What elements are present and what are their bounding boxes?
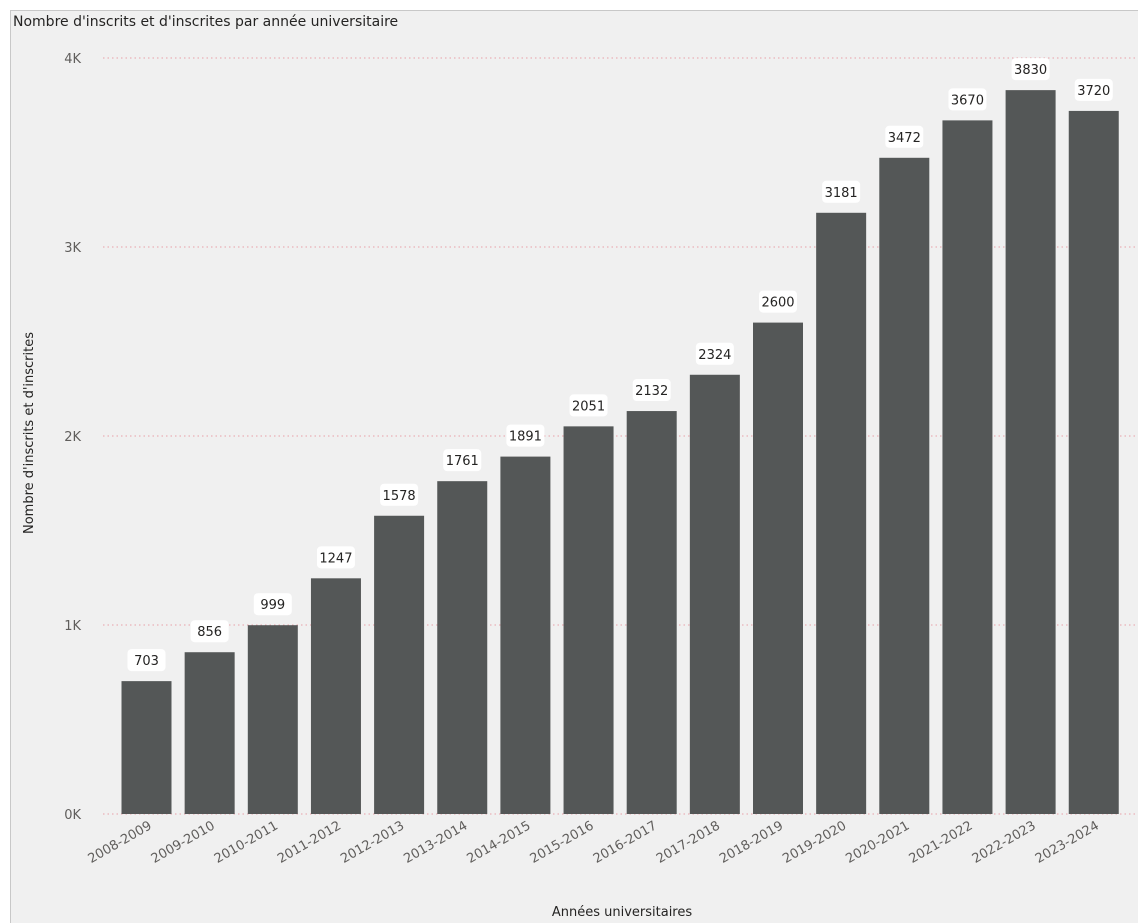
data-label-value: 1761 — [446, 454, 479, 469]
x-axis-ticks: 2008-20092009-20102010-20112011-20122012… — [86, 818, 1102, 866]
bar — [689, 374, 740, 814]
data-label: 3670 — [948, 88, 987, 111]
data-label-background — [569, 394, 608, 417]
x-tick-label: 2015-2016 — [528, 818, 597, 866]
bar — [310, 578, 361, 814]
bar — [437, 481, 488, 814]
x-tick-label: 2009-2010 — [149, 818, 218, 866]
grid-layer — [103, 57, 1138, 815]
data-label-value: 3720 — [1077, 84, 1110, 99]
bar — [816, 212, 867, 814]
bar — [879, 157, 930, 815]
data-label: 3472 — [885, 125, 924, 148]
chart-title: Nombre d'inscrits et d'inscrites par ann… — [13, 14, 399, 30]
data-label: 3830 — [1011, 58, 1050, 81]
x-tick-label: 2011-2012 — [275, 818, 344, 866]
x-tick-label: 2008-2009 — [86, 818, 155, 866]
data-label: 999 — [253, 593, 292, 616]
data-label: 1891 — [506, 424, 545, 447]
x-tick-label: 2010-2011 — [212, 818, 281, 866]
data-label: 2324 — [695, 342, 734, 365]
y-tick-label: 4K — [64, 52, 81, 67]
data-label: 3720 — [1074, 78, 1113, 101]
data-label-background — [632, 379, 671, 402]
x-tick-label: 2018-2019 — [717, 818, 786, 866]
x-tick-label: 2012-2013 — [338, 818, 407, 866]
y-tick-label: 1K — [64, 619, 81, 634]
bar — [500, 456, 551, 814]
data-label: 2600 — [759, 290, 797, 313]
data-label-background — [885, 125, 924, 148]
data-label-background — [316, 546, 355, 569]
data-labels: 703 856 999 1247 1578 1761 1891 2051 2132 2324 260… — [127, 58, 1113, 672]
data-label-background — [506, 424, 545, 447]
x-tick-label: 2022-2023 — [970, 818, 1039, 866]
x-tick-label: 2014-2015 — [465, 818, 534, 866]
bar — [374, 515, 425, 814]
data-label-value: 2324 — [698, 348, 731, 363]
bar — [753, 322, 803, 814]
data-label-value: 703 — [134, 654, 159, 669]
data-label-background — [948, 88, 987, 111]
data-label-background — [443, 449, 482, 472]
x-tick-label: 2013-2014 — [401, 818, 470, 866]
x-tick-label: 2021-2022 — [907, 818, 976, 866]
bar-chart: 0K 1K 2K 3K 4K 703 856 999 1247 1578 1761 1891 2051… — [22, 52, 1138, 920]
data-label-background — [127, 649, 166, 672]
data-label-value: 2132 — [635, 384, 668, 399]
y-axis-ticks: 0K 1K 2K 3K 4K — [64, 52, 81, 823]
x-tick-label: 2019-2020 — [780, 818, 849, 866]
bar — [247, 625, 298, 814]
data-label-value: 3670 — [951, 93, 984, 108]
data-label-background — [380, 483, 419, 506]
data-label-background — [253, 593, 292, 616]
data-label-value: 1578 — [383, 489, 416, 504]
y-tick-label: 0K — [64, 808, 81, 823]
data-label-value: 999 — [260, 598, 285, 613]
data-label-value: 1891 — [509, 430, 542, 445]
data-label-value: 1247 — [319, 551, 352, 566]
bar — [1005, 90, 1056, 814]
x-tick-label: 2020-2021 — [843, 818, 912, 866]
data-label-value: 856 — [197, 625, 222, 640]
data-label: 703 — [127, 649, 166, 672]
data-label-background — [822, 180, 861, 203]
bar — [626, 411, 677, 814]
bar — [1068, 110, 1119, 815]
chart-panel: Nombre d'inscrits et d'inscrites par ann… — [10, 10, 1138, 923]
data-label: 856 — [190, 620, 229, 643]
bar — [563, 426, 614, 814]
data-label: 1247 — [316, 546, 355, 569]
data-label: 2132 — [632, 379, 671, 402]
y-tick-label: 2K — [64, 430, 81, 445]
data-label-value: 3830 — [1014, 63, 1047, 78]
data-label-value: 3181 — [825, 186, 858, 201]
data-label-value: 2051 — [572, 399, 605, 414]
x-tick-label: 2017-2018 — [654, 818, 723, 866]
data-label-background — [695, 342, 734, 365]
data-label: 1761 — [443, 449, 482, 472]
data-label-background — [190, 620, 229, 643]
bar — [184, 652, 235, 814]
data-label-value: 3472 — [888, 131, 921, 146]
bars — [121, 90, 1119, 815]
data-label: 1578 — [380, 483, 419, 506]
bar — [942, 120, 993, 815]
data-label-background — [759, 290, 797, 313]
x-tick-label: 2016-2017 — [591, 818, 660, 866]
y-axis-title: Nombre d'inscrits et d'inscrites — [22, 332, 37, 534]
data-label-background — [1011, 58, 1050, 81]
data-label-background — [1074, 78, 1113, 101]
y-tick-label: 3K — [64, 241, 81, 256]
bar — [121, 681, 172, 814]
data-label: 2051 — [569, 394, 608, 417]
data-label: 3181 — [822, 180, 861, 203]
x-axis-title: Années universitaires — [552, 905, 693, 920]
data-label-value: 2600 — [761, 296, 794, 311]
x-tick-label: 2023-2024 — [1033, 818, 1102, 866]
